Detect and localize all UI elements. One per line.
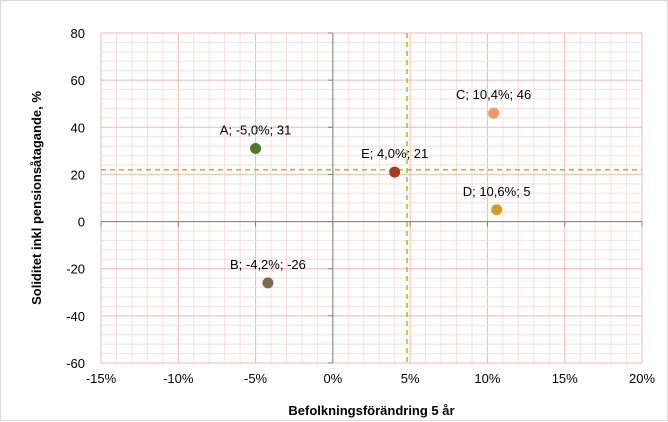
data-point bbox=[262, 277, 274, 289]
data-label: D; 10,6%; 5 bbox=[463, 184, 531, 199]
axes bbox=[100, 32, 643, 364]
y-tick-label: -60 bbox=[66, 356, 85, 371]
data-label: E; 4,0%; 21 bbox=[361, 146, 428, 161]
y-tick-label: 0 bbox=[78, 215, 85, 230]
data-point bbox=[389, 166, 401, 178]
x-tick-label: 0% bbox=[323, 371, 342, 386]
y-tick-label: -20 bbox=[66, 262, 85, 277]
reference-lines bbox=[101, 33, 642, 363]
x-tick-label: 10% bbox=[474, 371, 500, 386]
grid bbox=[100, 32, 643, 364]
x-tick-label: 15% bbox=[552, 371, 578, 386]
data-label: A; -5,0%; 31 bbox=[220, 123, 292, 138]
tick-labels: -15% -10% -5% 0% 5% 10% 15% 20% -60 -40 -20 0 20 40 60… bbox=[66, 26, 655, 386]
x-tick-label: -10% bbox=[163, 371, 194, 386]
data-points: A; -5,0%; 31 B; -4,2%; -26 C; 10,4%; 46 D; … bbox=[220, 87, 531, 289]
x-tick-label: -5% bbox=[244, 371, 268, 386]
data-point bbox=[250, 143, 262, 154]
data-point bbox=[491, 204, 503, 216]
x-axis-title: Befolkningsförändring 5 år bbox=[288, 403, 454, 418]
y-axis-title: Soliditet inkl pensionsåtagande, % bbox=[29, 91, 44, 305]
y-tick-label: -40 bbox=[66, 309, 85, 324]
x-tick-label: 20% bbox=[629, 371, 655, 386]
data-point bbox=[488, 107, 500, 119]
x-tick-label: 5% bbox=[401, 371, 420, 386]
y-tick-label: 40 bbox=[71, 120, 85, 135]
data-label: C; 10,4%; 46 bbox=[456, 87, 531, 102]
data-label: B; -4,2%; -26 bbox=[230, 257, 306, 272]
y-tick-label: 60 bbox=[71, 73, 85, 88]
x-tick-label: -15% bbox=[86, 371, 117, 386]
y-tick-label: 80 bbox=[71, 26, 85, 41]
y-tick-label: 20 bbox=[71, 167, 85, 182]
